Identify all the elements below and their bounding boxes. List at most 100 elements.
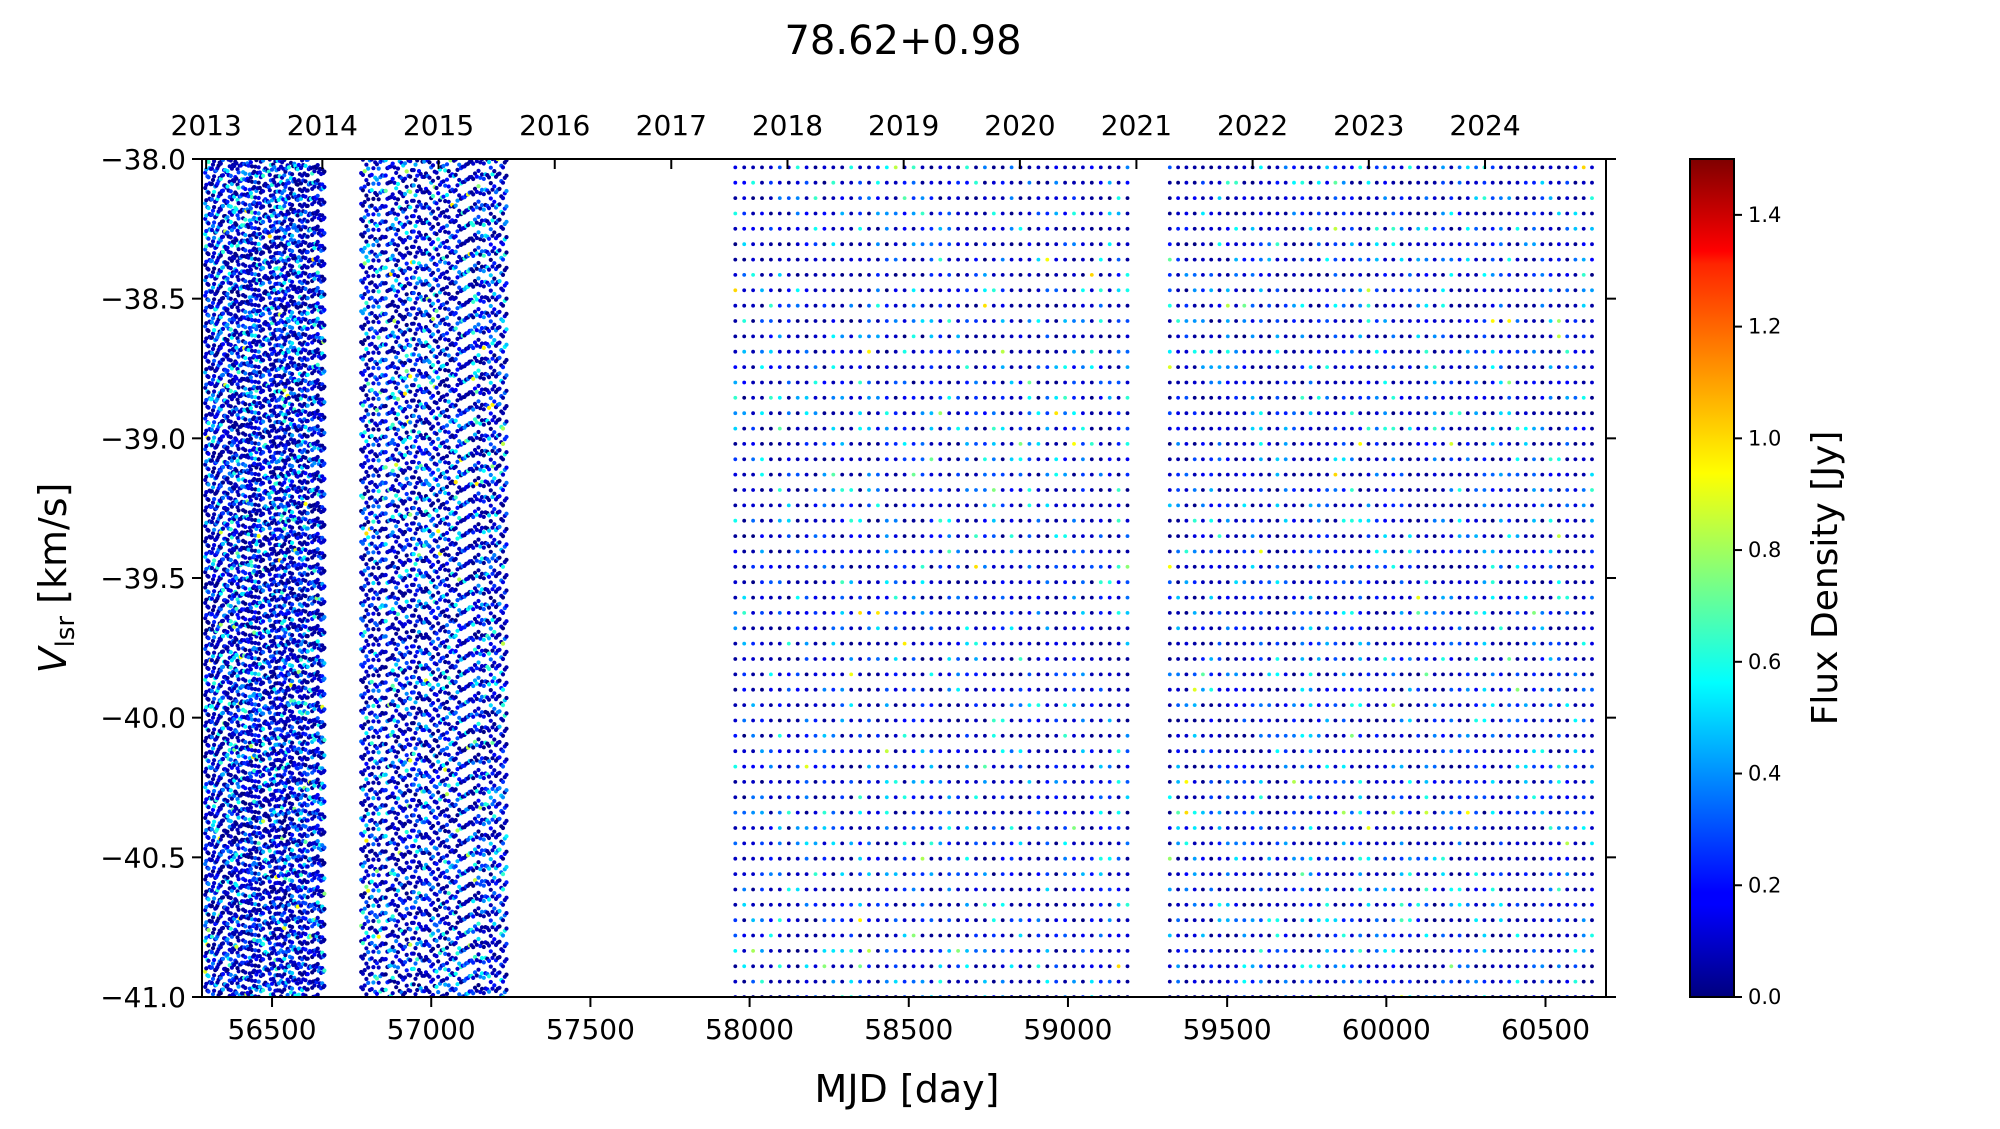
data-point (220, 772, 226, 777)
data-point (228, 404, 233, 409)
data-point (210, 300, 216, 305)
data-point (256, 380, 261, 385)
data-point (220, 756, 226, 762)
data-point (203, 677, 208, 682)
data-point (228, 742, 233, 747)
data-point (303, 624, 308, 629)
data-point (282, 219, 287, 224)
data-point (206, 221, 211, 226)
data-point (225, 307, 230, 312)
data-point (212, 389, 217, 394)
data-point (220, 649, 226, 654)
data-point (286, 180, 291, 185)
data-point (236, 615, 241, 621)
data-point (212, 619, 217, 625)
data-point (204, 889, 209, 894)
data-point (267, 771, 272, 777)
data-point (209, 350, 214, 355)
data-point (209, 535, 214, 540)
data-point (290, 924, 295, 930)
data-point (261, 773, 266, 778)
data-point (209, 857, 214, 863)
data-point (303, 916, 308, 921)
data-point (243, 571, 248, 576)
data-point (243, 371, 248, 376)
data-point (212, 251, 217, 256)
data-point (286, 457, 291, 462)
data-point (204, 474, 209, 479)
data-point (204, 659, 209, 664)
data-point (218, 345, 223, 350)
data-point (286, 979, 291, 984)
data-point (261, 481, 266, 486)
data-point (303, 609, 308, 614)
data-point (303, 793, 308, 798)
data-point (261, 419, 266, 424)
data-point (286, 503, 291, 508)
data-point (236, 323, 241, 329)
data-point (256, 334, 261, 339)
data-point (220, 603, 226, 608)
data-point (256, 288, 261, 293)
data-point (256, 871, 261, 877)
data-point (218, 576, 223, 581)
data-point (204, 182, 209, 187)
data-point (256, 303, 261, 308)
data-point (248, 559, 253, 564)
data-point (228, 219, 233, 225)
data-point (228, 204, 233, 209)
data-point (267, 218, 272, 223)
data-point (282, 941, 287, 946)
data-point (290, 295, 295, 300)
data-point (212, 235, 217, 240)
data-point (203, 170, 208, 175)
data-point (290, 479, 295, 484)
data-point (248, 298, 253, 303)
data-point (290, 771, 295, 776)
data-point (236, 554, 241, 559)
data-point (248, 989, 253, 995)
data-point (209, 688, 214, 694)
data-point (212, 343, 217, 348)
data-point (212, 358, 217, 363)
data-point (248, 313, 253, 319)
data-point (206, 943, 211, 948)
data-point (282, 956, 287, 962)
data-point (282, 188, 287, 193)
data-point (303, 501, 308, 506)
data-point (210, 761, 216, 766)
data-point (212, 834, 217, 840)
data-point (282, 511, 287, 516)
data-point (248, 713, 253, 718)
data-point (286, 196, 291, 201)
data-point (267, 818, 272, 823)
data-point (209, 565, 214, 571)
data-point (209, 227, 214, 233)
data-point (261, 527, 266, 532)
data-point (225, 230, 230, 235)
data-point (220, 695, 226, 700)
data-point (220, 910, 226, 915)
data-point (282, 342, 287, 347)
data-point (212, 174, 217, 179)
data-point (206, 820, 211, 825)
data-point (218, 591, 223, 596)
data-point (267, 910, 272, 915)
data-point (218, 776, 223, 781)
data-point (236, 170, 241, 175)
data-point (256, 487, 261, 492)
data-point (204, 428, 209, 433)
data-point (218, 729, 223, 735)
data-point (220, 480, 226, 485)
data-point (210, 531, 216, 536)
data-point (243, 402, 248, 407)
data-point (228, 665, 233, 670)
data-point (209, 673, 214, 678)
data-point (282, 680, 287, 685)
data-point (261, 711, 266, 716)
data-point (209, 504, 214, 509)
data-point (256, 825, 261, 831)
data-point (220, 541, 226, 547)
data-point (204, 597, 209, 602)
data-point (303, 425, 308, 430)
